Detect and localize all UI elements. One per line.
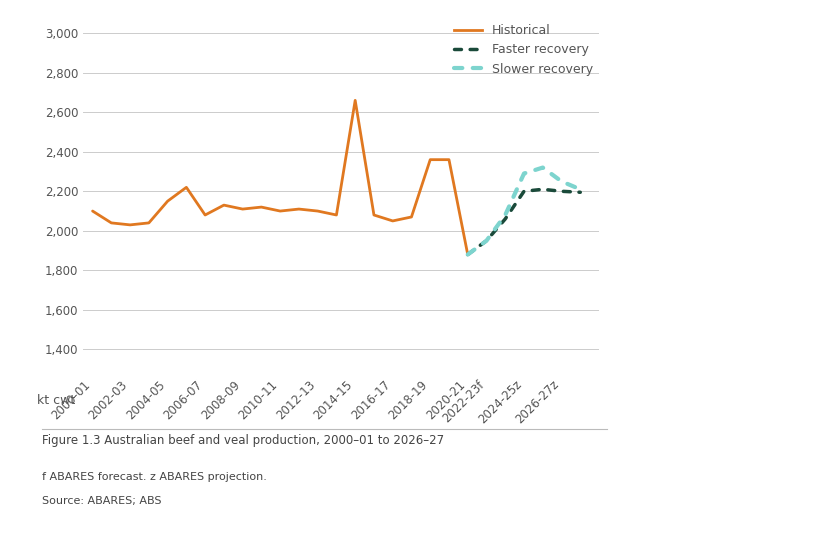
Text: kt cwt: kt cwt <box>37 394 75 407</box>
Text: Source: ABARES; ABS: Source: ABARES; ABS <box>42 496 161 506</box>
Text: f ABARES forecast. z ABARES projection.: f ABARES forecast. z ABARES projection. <box>42 472 266 482</box>
Text: Figure 1.3 Australian beef and veal production, 2000–01 to 2026–27: Figure 1.3 Australian beef and veal prod… <box>42 434 443 447</box>
Legend: Historical, Faster recovery, Slower recovery: Historical, Faster recovery, Slower reco… <box>454 24 592 76</box>
